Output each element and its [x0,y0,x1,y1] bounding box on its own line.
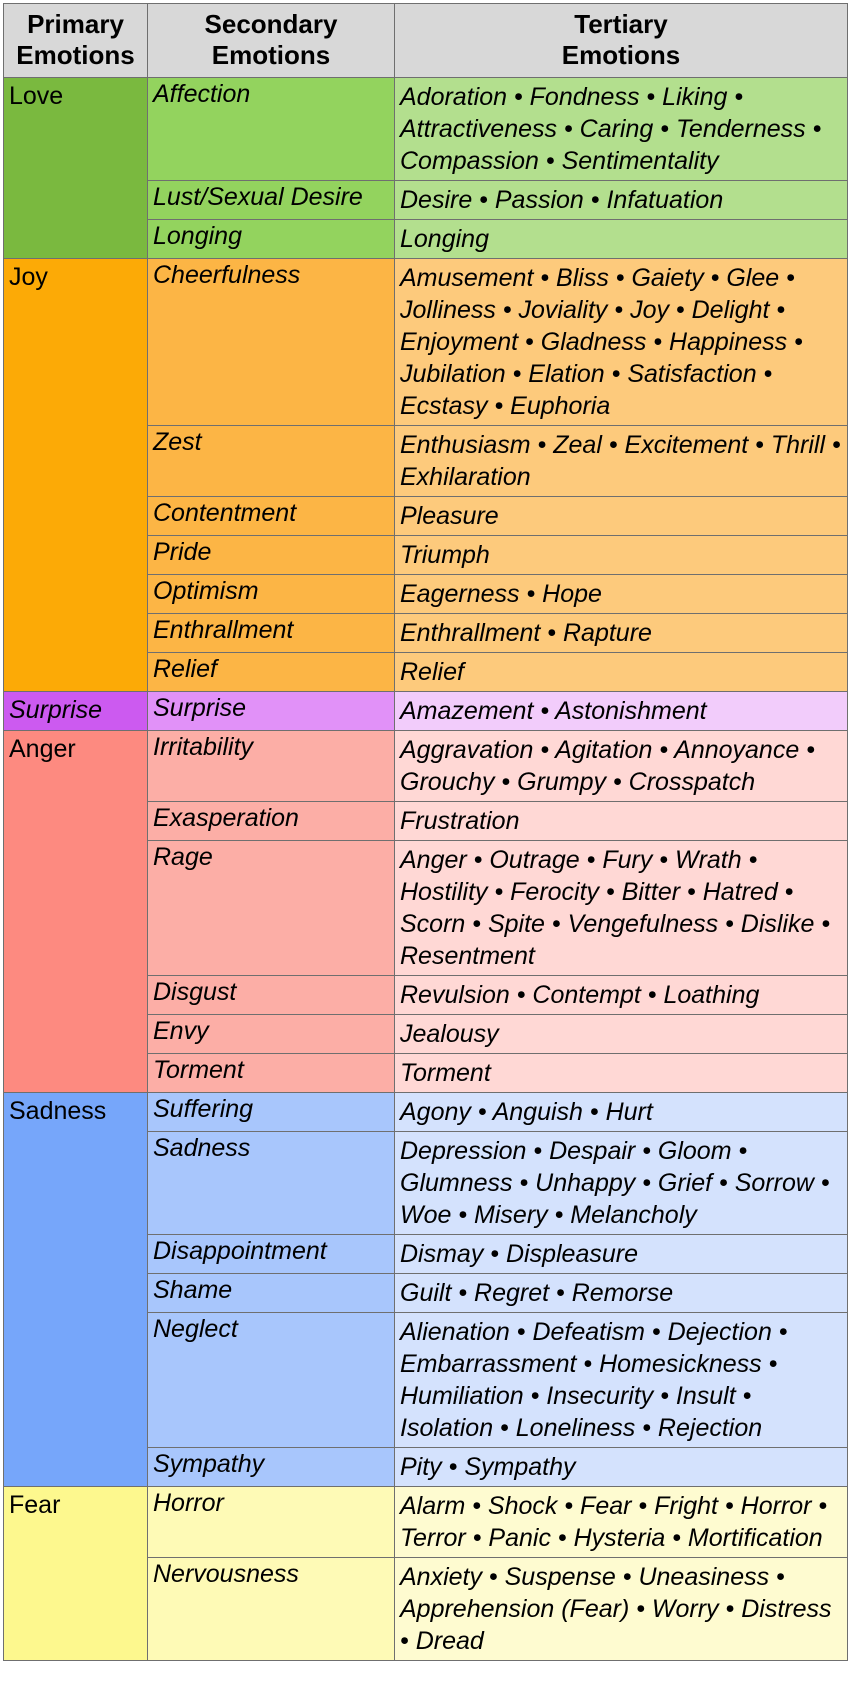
secondary-emotion-cell: Sadness [147,1131,395,1235]
emotions-body: Love Affection Adoration • Fondness • Liki… [3,77,848,1661]
header-secondary-line-1: Secondary [204,9,338,39]
secondary-emotion-cell: Torment [147,1053,395,1093]
header-tertiary-line-1: Tertiary [574,9,668,39]
primary-emotion-cell: Sadness [3,1092,148,1487]
secondary-emotion-cell: Relief [147,652,395,692]
secondary-emotion-cell: Exasperation [147,801,395,841]
secondary-emotion-cell: Nervousness [147,1557,395,1661]
table-row: Optimism Eagerness • Hope [4,574,848,614]
primary-emotion-cell: Surprise [3,691,148,731]
table-row: Lust/Sexual Desire Desire • Passion • Inf… [4,180,848,220]
header-tertiary: Tertiary Emotions [394,3,848,78]
table-row: Shame Guilt • Regret • Remorse [4,1273,848,1313]
tertiary-emotions-cell: Jealousy [394,1014,848,1054]
secondary-emotion-cell: Disgust [147,975,395,1015]
primary-emotion-cell: Joy [3,258,148,692]
table-row: Love Affection Adoration • Fondness • Liki… [3,77,848,259]
table-row: Disgust Revulsion • Contempt • Loathing [4,975,848,1015]
header-row: Primary Emotions Secondary Emotions Tert… [3,3,848,78]
header-primary: Primary Emotions [3,3,148,78]
header-secondary: Secondary Emotions [147,3,395,78]
table-row: Anger Irritability Aggravation • Agitation… [3,730,848,1093]
table-row: Fear Horror Alarm • Shock • Fear • Fright … [3,1486,848,1661]
table-row: Relief Relief [4,652,848,692]
table-row: Contentment Pleasure [4,496,848,536]
table-row: Sadness Depression • Despair • Gloom • Gl… [4,1131,848,1235]
emotions-table: Primary Emotions Secondary Emotions Tert… [3,3,848,1661]
tertiary-emotions-cell: Enthrallment • Rapture [394,613,848,653]
table-row: Envy Jealousy [4,1014,848,1054]
tertiary-emotions-cell: Depression • Despair • Gloom • Glumness … [394,1131,848,1235]
table-row: Surprise Surprise Amazement • Astonishment [3,691,848,731]
secondary-emotion-cell: Rage [147,840,395,976]
table-row: Enthrallment Enthrallment • Rapture [4,613,848,653]
tertiary-emotions-cell: Torment [394,1053,848,1093]
table-row: Torment Torment [4,1053,848,1093]
table-row: Pride Triumph [4,535,848,575]
secondary-emotion-cell: Longing [147,219,395,259]
tertiary-emotions-cell: Enthusiasm • Zeal • Excitement • Thrill … [394,425,848,497]
secondary-emotion-cell: Cheerfulness [147,258,395,426]
tertiary-emotions-cell: Longing [394,219,848,259]
header-primary-line-1: Primary [27,9,124,39]
table-row: Sympathy Pity • Sympathy [4,1447,848,1487]
secondary-emotion-cell: Suffering [147,1092,395,1132]
secondary-emotion-cell: Optimism [147,574,395,614]
table-row: Neglect Alienation • Defeatism • Dejectio… [4,1312,848,1448]
tertiary-emotions-cell: Pity • Sympathy [394,1447,848,1487]
header-tertiary-line-2: Emotions [561,40,681,70]
secondary-emotion-cell: Disappointment [147,1234,395,1274]
secondary-emotion-cell: Enthrallment [147,613,395,653]
table-row: Rage Anger • Outrage • Fury • Wrath • Hos… [4,840,848,976]
tertiary-emotions-cell: Agony • Anguish • Hurt [394,1092,848,1132]
header-primary-line-2: Emotions [16,40,135,70]
tertiary-emotions-cell: Triumph [394,535,848,575]
table-row: Nervousness Anxiety • Suspense • Uneasine… [4,1557,848,1661]
secondary-emotion-cell: Lust/Sexual Desire [147,180,395,220]
tertiary-emotions-cell: Alarm • Shock • Fear • Fright • Horror •… [394,1486,848,1558]
table-row: Sadness Suffering Agony • Anguish • Hurt [3,1092,848,1487]
tertiary-emotions-cell: Revulsion • Contempt • Loathing [394,975,848,1015]
tertiary-emotions-cell: Dismay • Displeasure [394,1234,848,1274]
primary-emotion-cell: Fear [3,1486,148,1661]
secondary-emotion-cell: Surprise [147,691,395,731]
secondary-emotion-cell: Shame [147,1273,395,1313]
secondary-emotion-cell: Neglect [147,1312,395,1448]
secondary-emotion-cell: Envy [147,1014,395,1054]
header-secondary-line-2: Emotions [211,40,331,70]
secondary-emotion-cell: Irritability [147,730,395,802]
tertiary-emotions-cell: Anxiety • Suspense • Uneasiness • Appreh… [394,1557,848,1661]
tertiary-emotions-cell: Pleasure [394,496,848,536]
secondary-emotion-cell: Sympathy [147,1447,395,1487]
secondary-emotion-cell: Horror [147,1486,395,1558]
tertiary-emotions-cell: Relief [394,652,848,692]
tertiary-emotions-cell: Amusement • Bliss • Gaiety • Glee • Joll… [394,258,848,426]
tertiary-emotions-cell: Alienation • Defeatism • Dejection • Emb… [394,1312,848,1448]
primary-emotion-cell: Love [3,77,148,259]
table-row: Disappointment Dismay • Displeasure [4,1234,848,1274]
tertiary-emotions-cell: Guilt • Regret • Remorse [394,1273,848,1313]
tertiary-emotions-cell: Aggravation • Agitation • Annoyance • Gr… [394,730,848,802]
secondary-emotion-cell: Affection [147,77,395,181]
secondary-emotion-cell: Contentment [147,496,395,536]
secondary-emotion-cell: Zest [147,425,395,497]
tertiary-emotions-cell: Frustration [394,801,848,841]
table-row: Exasperation Frustration [4,801,848,841]
tertiary-emotions-cell: Eagerness • Hope [394,574,848,614]
tertiary-emotions-cell: Anger • Outrage • Fury • Wrath • Hostili… [394,840,848,976]
tertiary-emotions-cell: Adoration • Fondness • Liking • Attracti… [394,77,848,181]
primary-emotion-cell: Anger [3,730,148,1093]
tertiary-emotions-cell: Amazement • Astonishment [394,691,848,731]
table-row: Joy Cheerfulness Amusement • Bliss • Gaiet… [3,258,848,692]
tertiary-emotions-cell: Desire • Passion • Infatuation [394,180,848,220]
secondary-emotion-cell: Pride [147,535,395,575]
table-row: Zest Enthusiasm • Zeal • Excitement • Thr… [4,425,848,497]
